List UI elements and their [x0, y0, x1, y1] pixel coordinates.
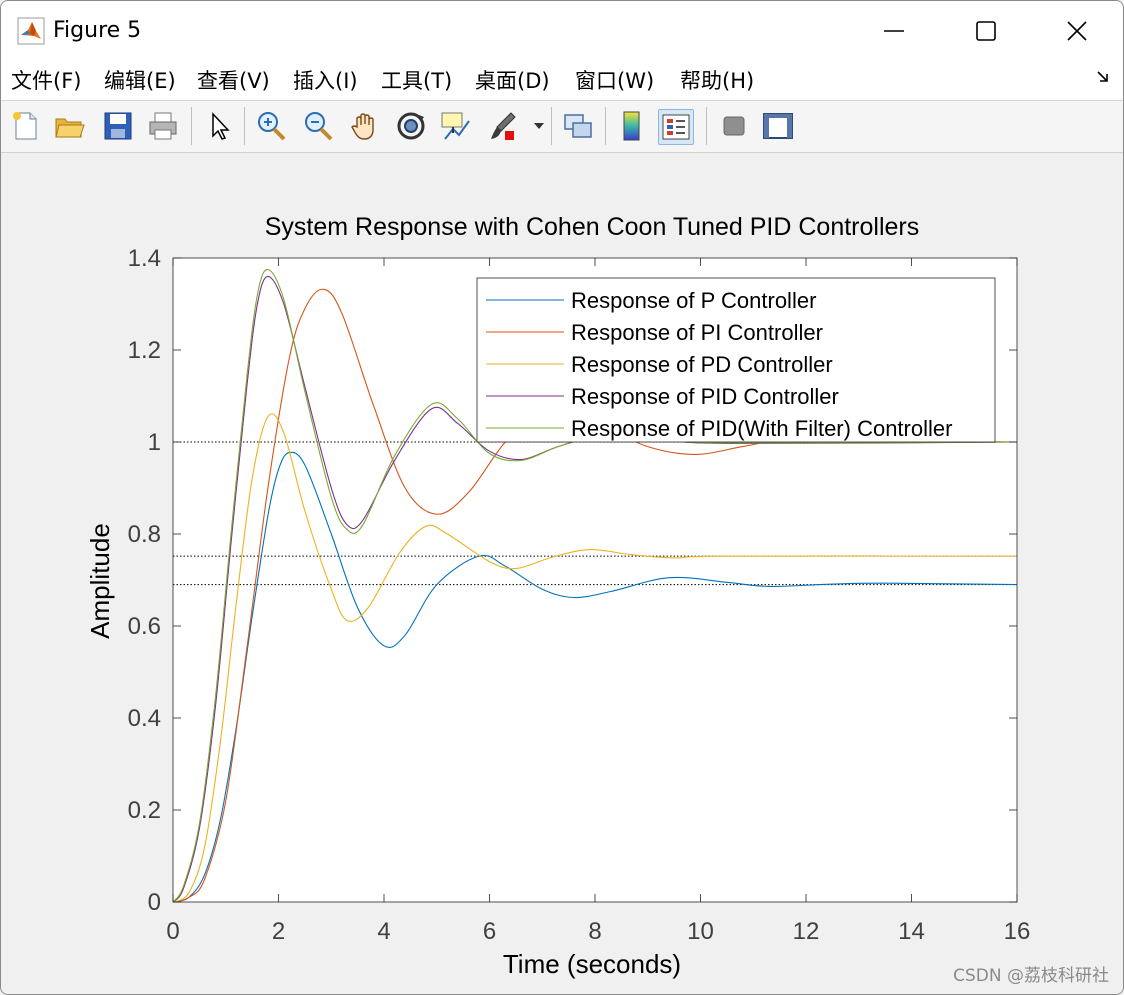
legend-toggle-button[interactable]	[658, 109, 694, 145]
menu-window[interactable]: 窗口(W)	[575, 69, 655, 93]
print-icon[interactable]	[146, 109, 180, 143]
zoom-out-icon[interactable]	[301, 109, 335, 143]
x-tick-label: 6	[483, 918, 496, 945]
x-tick-label: 12	[793, 918, 820, 945]
y-tick-label: 1.2	[128, 337, 161, 364]
x-axis-label: Time (seconds)	[503, 949, 681, 979]
menu-help[interactable]: 帮助(H)	[680, 69, 755, 93]
x-tick-label: 2	[272, 918, 285, 945]
maximize-icon	[976, 21, 996, 41]
minimize-button[interactable]	[848, 1, 940, 61]
zoom-in-icon[interactable]	[254, 109, 288, 143]
toolbar-separator	[551, 107, 552, 145]
response-chart[interactable]: 0 2 4 6 8 10 12 14 16 0 0.2 0.4 0.6 0.8 1 1.2 1.4 Syste…	[1, 153, 1123, 994]
menu-bar: 文件(F) 编辑(E) 查看(V) 插入(I) 工具(T) 桌面(D) 窗口(W…	[1, 61, 1123, 101]
chart-legend[interactable]: Response of P Controller Response of PI C…	[476, 277, 996, 443]
legend-entry: Response of PI Controller	[571, 320, 823, 345]
toolbar-separator	[191, 107, 192, 145]
new-figure-icon[interactable]	[9, 109, 43, 143]
x-tick-label: 10	[687, 918, 714, 945]
menu-desktop[interactable]: 桌面(D)	[475, 69, 550, 93]
save-icon[interactable]	[101, 109, 135, 143]
y-axis-label: Amplitude	[85, 523, 115, 639]
x-tick-label: 0	[166, 918, 179, 945]
hide-plot-tools-icon[interactable]	[717, 109, 751, 143]
y-axis: 0 0.2 0.4 0.6 0.8 1 1.2 1.4	[128, 245, 1017, 916]
series-line-3[interactable]	[172, 413, 1018, 903]
menu-insert[interactable]: 插入(I)	[293, 69, 358, 93]
x-tick-label: 4	[377, 918, 390, 945]
menu-file[interactable]: 文件(F)	[11, 69, 82, 93]
legend-box	[476, 277, 996, 443]
legend-entry: Response of PD Controller	[571, 352, 833, 377]
pointer-icon[interactable]	[203, 109, 237, 143]
y-tick-label: 0.4	[128, 705, 161, 732]
title-bar: Figure 5	[1, 1, 1123, 61]
x-axis: 0 2 4 6 8 10 12 14 16	[166, 258, 1030, 945]
colorbar-icon[interactable]	[615, 109, 649, 143]
legend-icon	[662, 114, 690, 140]
y-tick-label: 1.4	[128, 245, 161, 272]
menu-tools[interactable]: 工具(T)	[381, 69, 453, 93]
brush-icon[interactable]	[485, 109, 519, 143]
legend-entry: Response of P Controller	[571, 288, 816, 313]
open-file-icon[interactable]	[53, 109, 87, 143]
maximize-button[interactable]	[940, 1, 1032, 61]
minimize-icon	[884, 30, 904, 32]
y-tick-label: 0.8	[128, 521, 161, 548]
show-plot-tools-icon[interactable]	[761, 109, 795, 143]
x-tick-label: 16	[1004, 918, 1031, 945]
menu-view[interactable]: 查看(V)	[197, 69, 270, 93]
chart-title: System Response with Cohen Coon Tuned PI…	[265, 213, 920, 241]
dock-arrow-icon[interactable]	[1095, 69, 1111, 85]
watermark-text: CSDN @荔枝科研社	[953, 966, 1109, 986]
close-button[interactable]	[1031, 1, 1123, 61]
toolbar-separator	[605, 107, 606, 145]
x-tick-label: 8	[588, 918, 601, 945]
figure-canvas: 0 2 4 6 8 10 12 14 16 0 0.2 0.4 0.6 0.8 1 1.2 1.4 Syste…	[1, 153, 1123, 994]
pan-hand-icon[interactable]	[348, 109, 382, 143]
series-line-2[interactable]	[172, 288, 1018, 903]
steady-state-lines	[173, 441, 1017, 586]
chevron-down-icon[interactable]	[533, 121, 545, 131]
legend-entry: Response of PID Controller	[571, 384, 839, 409]
close-icon	[1067, 21, 1087, 41]
x-tick-label: 14	[898, 918, 925, 945]
matlab-logo-icon	[17, 17, 45, 45]
rotate-3d-icon[interactable]	[394, 109, 428, 143]
y-tick-label: 0.2	[128, 797, 161, 824]
y-tick-label: 0.6	[128, 613, 161, 640]
menu-edit[interactable]: 编辑(E)	[104, 69, 176, 93]
data-cursor-icon[interactable]	[439, 109, 473, 143]
y-tick-label: 1	[148, 429, 161, 456]
toolbar-separator	[706, 107, 707, 145]
window-title: Figure 5	[53, 18, 142, 43]
figure-toolbar	[1, 101, 1123, 153]
legend-entry: Response of PID(With Filter) Controller	[571, 416, 952, 441]
link-plot-icon[interactable]	[561, 109, 595, 143]
y-tick-label: 0	[148, 889, 161, 916]
toolbar-separator	[244, 107, 245, 145]
